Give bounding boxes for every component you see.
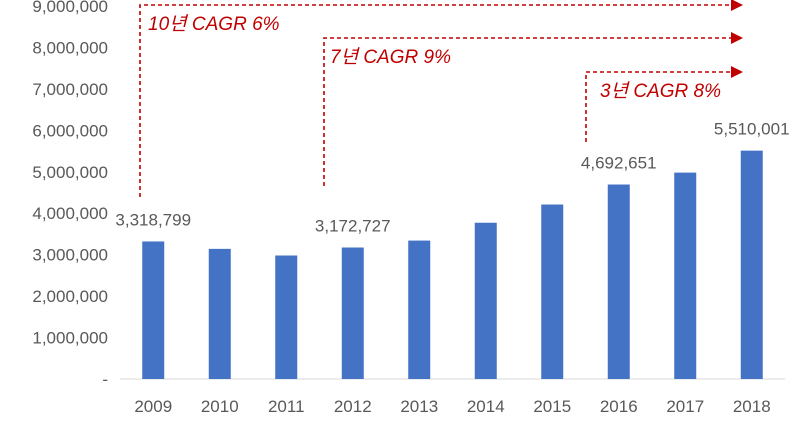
y-tick-label: - bbox=[102, 370, 108, 389]
bar bbox=[408, 240, 431, 379]
bar bbox=[142, 241, 165, 379]
cagr-bracket-line bbox=[139, 4, 733, 197]
data-label: 5,510,001 bbox=[714, 120, 790, 139]
cagr-bracket-line bbox=[585, 71, 733, 142]
bar bbox=[208, 248, 231, 379]
y-tick-label: 9,000,000 bbox=[32, 0, 108, 16]
arrow-head-icon bbox=[731, 32, 743, 44]
cagr-annotation-label: 7년 CAGR 9% bbox=[330, 47, 451, 68]
x-tick-label: 2014 bbox=[467, 397, 505, 416]
cagr-annotations: 10년 CAGR 6% 7년 CAGR 9% 3년 CAGR 8% bbox=[139, 0, 743, 197]
bar bbox=[674, 172, 697, 379]
data-labels: 3,318,799 3,172,727 4,692,651 5,510,001 bbox=[115, 120, 789, 236]
x-tick-label: 2009 bbox=[134, 397, 172, 416]
x-tick-label: 2010 bbox=[201, 397, 239, 416]
bar bbox=[275, 255, 298, 379]
y-tick-label: 4,000,000 bbox=[32, 204, 108, 223]
bar bbox=[474, 222, 497, 379]
x-tick-label: 2017 bbox=[666, 397, 704, 416]
data-label: 3,318,799 bbox=[115, 210, 191, 229]
x-tick-label: 2016 bbox=[600, 397, 638, 416]
y-axis-ticks: - 1,000,000 2,000,000 3,000,000 4,000,000 5,0… bbox=[32, 0, 108, 389]
x-axis-ticks: 2009 2010 2011 2012 2013 2014 2015 2016 2017 2018 bbox=[134, 397, 770, 416]
bar bbox=[740, 150, 763, 379]
y-tick-label: 2,000,000 bbox=[32, 287, 108, 306]
cagr-annotation-label: 3년 CAGR 8% bbox=[600, 81, 721, 102]
bars bbox=[142, 150, 763, 379]
bar bbox=[541, 204, 564, 379]
y-tick-label: 3,000,000 bbox=[32, 246, 108, 265]
x-tick-label: 2012 bbox=[334, 397, 372, 416]
y-tick-label: 7,000,000 bbox=[32, 80, 108, 99]
arrow-head-icon bbox=[731, 66, 743, 78]
x-tick-label: 2013 bbox=[400, 397, 438, 416]
y-tick-label: 1,000,000 bbox=[32, 329, 108, 348]
y-tick-label: 6,000,000 bbox=[32, 121, 108, 140]
arrow-head-icon bbox=[731, 0, 743, 11]
data-label: 4,692,651 bbox=[581, 154, 657, 173]
cagr-annotation-label: 10년 CAGR 6% bbox=[148, 14, 280, 35]
x-tick-label: 2018 bbox=[733, 397, 771, 416]
y-tick-label: 5,000,000 bbox=[32, 163, 108, 182]
x-tick-label: 2015 bbox=[533, 397, 571, 416]
x-tick-label: 2011 bbox=[268, 397, 305, 416]
bar bbox=[607, 184, 630, 379]
y-tick-label: 8,000,000 bbox=[32, 38, 108, 57]
cagr-bracket-line bbox=[323, 37, 733, 186]
bar bbox=[341, 247, 364, 379]
data-label: 3,172,727 bbox=[315, 217, 391, 236]
